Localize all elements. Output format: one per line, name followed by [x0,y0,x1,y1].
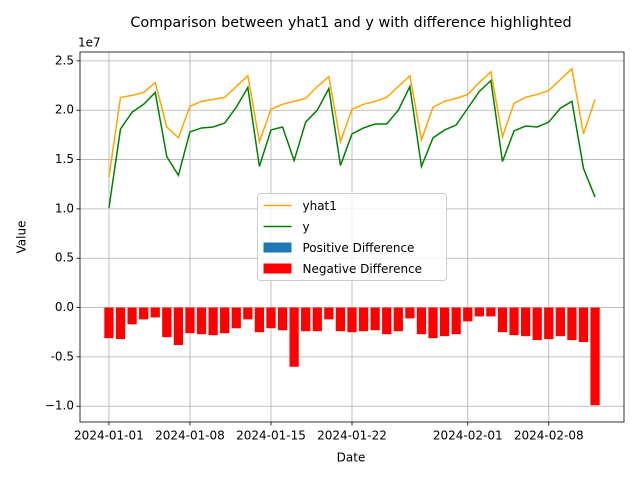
line [108,67,596,178]
bar [266,307,276,329]
plot-frame [79,51,625,423]
bar [590,307,600,406]
bar [382,307,392,335]
bar [474,307,484,317]
bar [497,307,508,333]
bar [428,307,438,339]
bar [173,307,184,346]
y-tick-label: −1.0 [45,399,74,413]
bar [567,307,577,341]
bar [243,307,253,320]
legend-label: Negative Difference [303,262,423,276]
bar [301,307,311,332]
bar [324,307,334,320]
x-tick-label: 2024-01-08 [155,429,225,443]
bar [347,307,357,333]
bar [555,307,565,337]
y-offset-label: 1e7 [78,36,101,50]
bar [208,307,218,336]
x-tick-label: 2024-01-01 [74,429,144,443]
y-tick-label: -0.5 [51,349,74,363]
bar [127,307,137,325]
chart-title: Comparison between yhat1 and y with diff… [130,15,571,31]
bar [393,307,403,332]
legend-label: yhat1 [303,199,337,213]
y-tick-label: 0.5 [55,251,74,265]
bar [405,307,415,319]
y-tick-label: 0.0 [55,300,74,314]
bar [185,307,195,334]
legend-box [257,193,447,281]
legend-label: y [303,220,310,234]
bar [312,307,322,332]
x-tick-label: 2024-02-01 [433,429,503,443]
bar [254,307,265,333]
legend: yhat1 y Positive Difference Negative Differ… [257,193,447,281]
bar [578,307,589,343]
y-tick-label: 1.0 [55,201,74,215]
bar [416,307,427,335]
bar [220,307,230,334]
bar [520,307,531,337]
legend-swatch [263,242,292,253]
bar [231,307,241,329]
x-axis-label: Date [337,451,366,465]
bar [150,307,160,318]
bar [439,307,450,337]
bar [104,307,114,339]
line [108,79,596,208]
y-axis-label: Value [15,221,29,254]
bar [370,307,380,331]
x-tick-label: 2024-01-22 [317,429,387,443]
bar [358,307,369,332]
bar [509,307,519,336]
bar [139,307,149,320]
bar [544,307,554,340]
bar [451,307,461,335]
x-tick-label: 2024-02-08 [514,429,584,443]
y-tick-label: 1.5 [55,152,74,166]
legend-label: Positive Difference [303,241,415,255]
y-tick-label: 2.0 [55,103,74,117]
legend-swatch [263,263,292,274]
bar [463,307,473,322]
x-tick-label: 2024-01-15 [236,429,306,443]
bar [196,307,207,335]
bar [289,307,299,367]
bar [335,307,346,332]
bar [532,307,542,341]
bar [277,307,288,331]
y-tick-label: 2.5 [55,53,74,67]
bar [486,307,496,317]
bar [115,307,126,340]
bar [162,307,172,338]
